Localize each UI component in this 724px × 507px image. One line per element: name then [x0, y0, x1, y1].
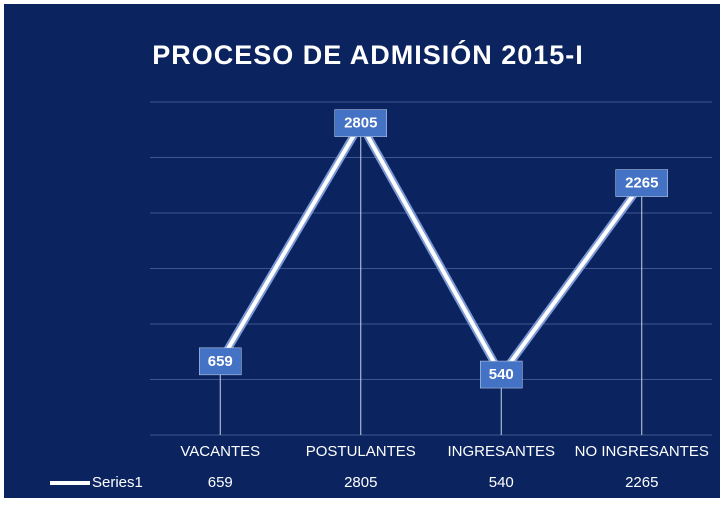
- data-label-box: [334, 109, 387, 137]
- data-label: 2265: [625, 175, 658, 192]
- data-label-box: [615, 169, 668, 197]
- table-value: 540: [489, 474, 514, 491]
- table-value: 2265: [625, 474, 658, 491]
- series-line: [218, 121, 644, 378]
- x-tick-label: NO INGRESANTES: [575, 443, 709, 460]
- table-value: 2805: [344, 474, 377, 491]
- x-tick-label: VACANTES: [180, 443, 260, 460]
- legend-label: Series1: [92, 474, 143, 491]
- data-label-box: [480, 360, 523, 389]
- table-value: 659: [208, 474, 233, 491]
- data-label: 659: [208, 353, 233, 370]
- data-label: 540: [489, 366, 514, 383]
- x-tick-label: INGRESANTES: [447, 443, 555, 460]
- x-tick-label: POSTULANTES: [306, 443, 416, 460]
- chart-background: [4, 4, 720, 498]
- data-label: 2805: [344, 115, 377, 132]
- chart-title: PROCESO DE ADMISIÓN 2015-I: [152, 39, 584, 70]
- data-label-box: [199, 347, 242, 376]
